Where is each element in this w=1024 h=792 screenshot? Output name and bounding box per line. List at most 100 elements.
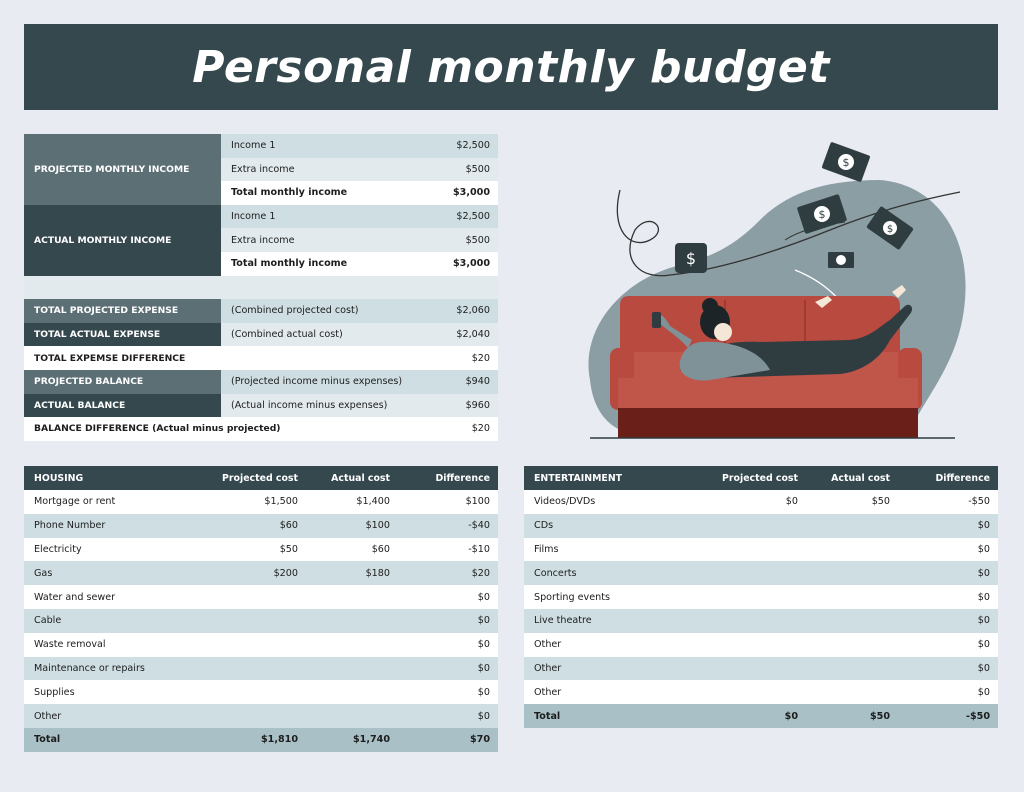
- row-label: Concerts: [534, 567, 577, 579]
- row-label: Electricity: [34, 543, 82, 555]
- expense-value: $20: [471, 352, 490, 364]
- expense-summary-row: TOTAL PROJECTED EXPENSE (Combined projec…: [24, 299, 498, 323]
- cell[interactable]: $60: [371, 543, 390, 555]
- income-total-row: Total monthly income $3,000: [221, 181, 498, 205]
- cell: $0: [977, 520, 990, 532]
- svg-text:$: $: [843, 156, 850, 169]
- income-total-row: Total monthly income $3,000: [221, 251, 498, 276]
- expense-label: PROJECTED BALANCE: [24, 369, 221, 394]
- cell: -$50: [965, 710, 990, 722]
- table-row: Other $0: [524, 656, 998, 681]
- row-label: Sporting events: [534, 591, 610, 603]
- row-label: Gas: [34, 567, 53, 579]
- row-label: Mortgage or rent: [34, 496, 116, 508]
- income-value[interactable]: $500: [465, 234, 490, 246]
- expense-label: TOTAL ACTUAL EXPENSE: [24, 322, 221, 347]
- expense-label: ACTUAL BALANCE: [24, 393, 221, 418]
- expense-summary-row: BALANCE DIFFERENCE (Actual minus project…: [24, 417, 498, 441]
- cell[interactable]: $1,400: [356, 496, 390, 508]
- expense-summary-row: ACTUAL BALANCE (Actual income minus expe…: [24, 393, 498, 418]
- cell: $50: [869, 710, 890, 722]
- expense-summary-row: TOTAL EXPEMSE DIFFERENCE $20: [24, 346, 498, 370]
- table-row: Water and sewer $0: [24, 585, 498, 609]
- person: [652, 285, 913, 381]
- cell[interactable]: $1,500: [264, 496, 298, 508]
- cell: $20: [471, 567, 490, 579]
- income-name: Extra income: [231, 234, 295, 246]
- column-header: Projected cost: [222, 472, 298, 484]
- row-label: Live theatre: [534, 615, 592, 627]
- table-row: Maintenance or repairs $0: [24, 656, 498, 681]
- money-bill-icon: [828, 252, 854, 268]
- income-value[interactable]: $500: [465, 163, 490, 175]
- income-name: Income 1: [231, 140, 276, 152]
- cell: $0: [977, 591, 990, 603]
- title-banner: Personal monthly budget: [24, 24, 998, 110]
- table-row: Other $0: [24, 704, 498, 728]
- table-row: Cable $0: [24, 608, 498, 633]
- cell: $0: [977, 615, 990, 627]
- expense-desc: (Projected income minus expenses): [231, 376, 403, 388]
- table-row: Other $0: [524, 632, 998, 657]
- table-row: Phone Number $60 $100 -$40: [24, 513, 498, 538]
- table-row: Waste removal $0: [24, 632, 498, 657]
- table-row: Mortgage or rent $1,500 $1,400 $100: [24, 490, 498, 514]
- expense-summary-row: PROJECTED BALANCE (Projected income minu…: [24, 369, 498, 394]
- income-row: Income 1 $2,500: [221, 204, 498, 229]
- entertainment-table: ENTERTAINMENT Projected cost Actual cost…: [524, 466, 998, 728]
- cell[interactable]: $0: [785, 496, 798, 508]
- table-row: CDs $0: [524, 513, 998, 538]
- income-row: Extra income $500: [221, 157, 498, 182]
- row-label: Other: [534, 662, 562, 674]
- row-label: Phone Number: [34, 520, 106, 532]
- income-value[interactable]: $2,500: [456, 211, 490, 223]
- row-label: Water and sewer: [34, 591, 116, 603]
- cell: $100: [465, 496, 490, 508]
- expense-desc: (Actual income minus expenses): [231, 399, 388, 411]
- income-name: Extra income: [231, 163, 295, 175]
- cell[interactable]: $50: [871, 496, 890, 508]
- total-row: Total $0 $50 -$50: [524, 704, 998, 728]
- cell[interactable]: $60: [279, 520, 298, 532]
- expense-summary-row: TOTAL ACTUAL EXPENSE (Combined actual co…: [24, 322, 498, 347]
- row-label: Other: [534, 686, 562, 698]
- cell: $1,740: [352, 734, 390, 746]
- table-header: ENTERTAINMENT Projected cost Actual cost…: [524, 466, 998, 490]
- row-label: Waste removal: [34, 639, 106, 651]
- cell: $0: [477, 662, 490, 674]
- row-label: Maintenance or repairs: [34, 662, 145, 674]
- cell: $0: [477, 639, 490, 651]
- cell[interactable]: $200: [273, 567, 298, 579]
- cell: $0: [977, 686, 990, 698]
- money-bill-icon: $: [797, 194, 847, 234]
- income-value[interactable]: $2,500: [456, 140, 490, 152]
- cell: $70: [469, 734, 490, 746]
- row-label: Other: [34, 710, 62, 722]
- income-name: Total monthly income: [231, 187, 348, 199]
- cell[interactable]: $100: [365, 520, 390, 532]
- cell[interactable]: $180: [365, 567, 390, 579]
- row-label: Films: [534, 543, 559, 555]
- column-header: Actual cost: [331, 472, 390, 484]
- cell: $0: [477, 710, 490, 722]
- expense-value: $2,060: [456, 305, 490, 317]
- row-label: Supplies: [34, 686, 75, 698]
- total-row: Total $1,810 $1,740 $70: [24, 727, 498, 752]
- table-header: HOUSING Projected cost Actual cost Diffe…: [24, 466, 498, 490]
- income-value: $3,000: [452, 258, 490, 270]
- expense-value: $940: [465, 376, 490, 388]
- row-label: Cable: [34, 615, 62, 627]
- expense-value: $20: [471, 423, 490, 435]
- table-row: Films $0: [524, 537, 998, 562]
- cell: $0: [477, 686, 490, 698]
- cell: $1,810: [260, 734, 298, 746]
- cell: $0: [477, 591, 490, 603]
- cell: $0: [477, 615, 490, 627]
- income-name: Total monthly income: [231, 258, 348, 270]
- cell: $0: [977, 639, 990, 651]
- table-row: Other $0: [524, 680, 998, 705]
- income-summary: PROJECTED MONTHLY INCOME Income 1 $2,500…: [24, 134, 498, 441]
- row-label: Other: [534, 639, 562, 651]
- projected-income-block: PROJECTED MONTHLY INCOME Income 1 $2,500…: [24, 134, 498, 205]
- cell[interactable]: $50: [279, 543, 298, 555]
